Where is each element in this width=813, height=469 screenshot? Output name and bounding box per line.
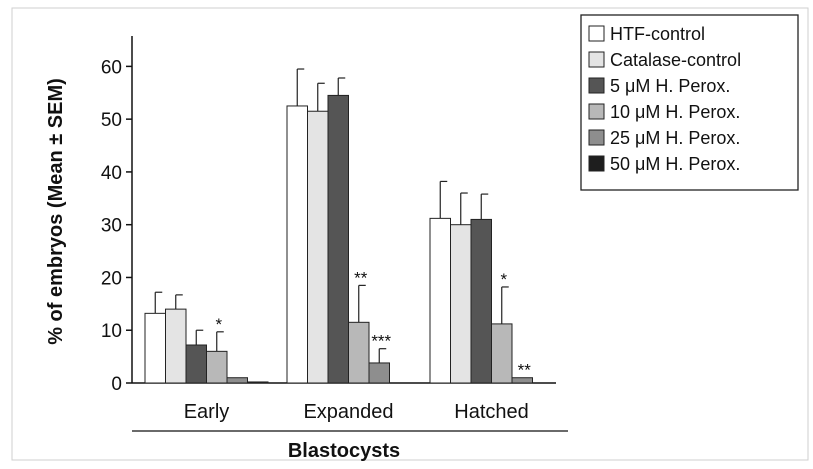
- legend-swatch: [588, 129, 605, 146]
- legend-label: 5 μM H. Perox.: [610, 76, 730, 96]
- y-tick-label: 30: [101, 216, 122, 237]
- legend-label: 25 μM H. Perox.: [610, 128, 740, 148]
- labels: % of embryos (Mean ± SEM) *Early*****Expa…: [45, 78, 531, 462]
- bar: [165, 308, 187, 384]
- y-axis-label: % of embryos (Mean ± SEM): [45, 78, 67, 345]
- y-tick-label: 0: [111, 374, 122, 395]
- bar: [226, 377, 248, 384]
- bar: [247, 381, 269, 384]
- bar: [450, 224, 472, 384]
- x-tick-label: Hatched: [454, 401, 529, 423]
- bar: [206, 350, 228, 384]
- significance-label: *: [215, 315, 222, 334]
- bar: [429, 217, 451, 384]
- significance-label: **: [354, 268, 368, 287]
- legend-label: 50 μM H. Perox.: [610, 154, 740, 174]
- y-tick-label: 10: [101, 321, 122, 342]
- bar: [368, 362, 390, 384]
- bar: [185, 344, 207, 384]
- x-tick-label: Early: [184, 401, 230, 423]
- bar: [307, 110, 329, 384]
- bar: [491, 323, 513, 384]
- significance-label: *: [500, 270, 507, 289]
- significance-label: ***: [371, 332, 391, 351]
- legend-label: 10 μM H. Perox.: [610, 102, 740, 122]
- legend-swatch: [588, 103, 605, 120]
- figure-border: [11, 7, 809, 461]
- bar: [144, 312, 166, 384]
- legend-swatch: [588, 25, 605, 42]
- bar: [348, 321, 370, 384]
- y-tick-label: 20: [101, 268, 122, 289]
- bars: [144, 68, 533, 384]
- significance-label: **: [518, 361, 532, 380]
- bar: [286, 105, 308, 384]
- legend-swatch: [588, 77, 605, 94]
- legend-box: [580, 14, 799, 191]
- x-axis-label: Blastocysts: [288, 440, 400, 462]
- y-tick-label: 60: [101, 57, 122, 78]
- y-tick-label: 50: [101, 110, 122, 131]
- x-tick-label: Expanded: [303, 401, 393, 423]
- bar: [511, 377, 533, 384]
- legend: HTF-control Catalase-control 5 μM H. Perox…: [580, 14, 799, 191]
- legend-swatch: [588, 51, 605, 68]
- legend-swatch: [588, 155, 605, 172]
- legend-label: Catalase-control: [610, 50, 741, 70]
- bar: [470, 218, 492, 384]
- y-tick-label: 40: [101, 163, 122, 184]
- bar: [327, 94, 349, 384]
- legend-label: HTF-control: [610, 24, 705, 44]
